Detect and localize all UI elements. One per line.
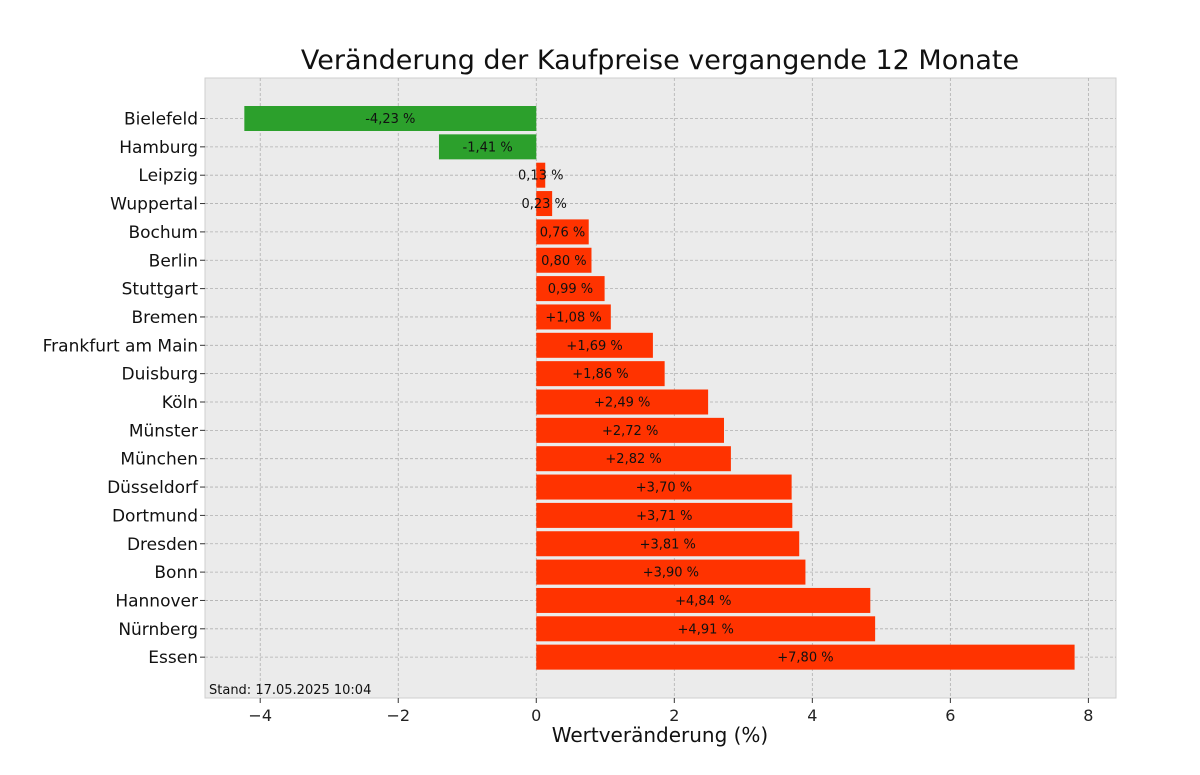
y-tick-label: Düsseldorf xyxy=(107,478,199,498)
y-tick-label: München xyxy=(120,450,198,470)
bar xyxy=(536,276,605,302)
y-tick-label: Münster xyxy=(129,421,198,441)
y-tick-label: Essen xyxy=(148,648,198,668)
chart-title: Veränderung der Kaufpreise vergangende 1… xyxy=(301,45,1019,76)
bar-value-label: +4,84 % xyxy=(675,594,731,609)
x-tick-label: 0 xyxy=(531,706,541,725)
bars xyxy=(244,106,1075,670)
y-tick-label: Frankfurt am Main xyxy=(43,336,198,356)
bar-value-label: +3,70 % xyxy=(636,481,692,496)
bar-value-label: +2,82 % xyxy=(605,452,661,467)
x-axis-title: Wertveränderung (%) xyxy=(552,723,769,747)
bar xyxy=(536,219,589,245)
x-tick-label: −4 xyxy=(248,706,272,725)
bar-value-label: +1,08 % xyxy=(545,310,601,325)
y-tick-label: Dortmund xyxy=(112,506,198,526)
bar xyxy=(536,531,800,557)
bar xyxy=(536,587,871,613)
bar-value-label: -1,41 % xyxy=(463,140,513,155)
bar xyxy=(536,247,592,273)
bar-value-label: +3,81 % xyxy=(640,537,696,552)
bar-value-label: +4,91 % xyxy=(678,622,734,637)
x-tick-label: 2 xyxy=(669,706,679,725)
bar xyxy=(536,304,611,330)
y-tick-label: Stuttgart xyxy=(122,280,199,300)
x-tick-label: 8 xyxy=(1083,706,1093,725)
y-tick-label: Köln xyxy=(162,393,198,413)
bar xyxy=(536,559,806,585)
x-tick-label: 6 xyxy=(945,706,955,725)
bar xyxy=(438,134,537,160)
x-tick-label: −2 xyxy=(386,706,410,725)
y-tick-label: Bochum xyxy=(128,223,198,243)
bar-value-label: 0,76 % xyxy=(540,225,585,240)
bar xyxy=(536,417,724,443)
bar-value-label: 0,99 % xyxy=(548,282,593,297)
y-axis-labels: Bielefeld Hamburg Leipzig Wuppertal Bochum Be… xyxy=(43,110,205,668)
y-tick-label: Hamburg xyxy=(119,138,198,158)
bar xyxy=(244,106,537,131)
bar-value-label: -4,23 % xyxy=(365,112,415,127)
y-tick-label: Duisburg xyxy=(122,365,199,385)
bar-value-label: +3,90 % xyxy=(643,566,699,581)
bar xyxy=(536,162,546,188)
bar-value-label: 0,13 % xyxy=(518,169,563,184)
bar-value-label: +1,69 % xyxy=(566,339,622,354)
y-tick-label: Dresden xyxy=(127,535,198,555)
y-tick-label: Bielefeld xyxy=(124,110,198,130)
y-tick-label: Wuppertal xyxy=(110,195,198,215)
x-tick-label: 4 xyxy=(807,706,817,725)
bar-value-label: +2,72 % xyxy=(602,424,658,439)
bar xyxy=(536,474,792,500)
bar xyxy=(536,616,876,642)
bar-value-label: 0,80 % xyxy=(541,254,586,269)
bar-value-label: +3,71 % xyxy=(636,509,692,524)
y-tick-label: Hannover xyxy=(115,591,198,611)
bar xyxy=(536,502,793,528)
timestamp-note: Stand: 17.05.2025 10:04 xyxy=(209,683,371,698)
y-tick-label: Bonn xyxy=(154,563,198,583)
bar-value-label: 0,23 % xyxy=(521,197,566,212)
y-tick-label: Berlin xyxy=(149,251,198,271)
bar xyxy=(536,361,665,387)
y-tick-label: Bremen xyxy=(131,308,198,328)
bar xyxy=(536,332,653,358)
x-axis-ticks: −4 −2 0 2 4 6 8 xyxy=(248,698,1093,725)
bar xyxy=(536,389,709,415)
y-tick-label: Leipzig xyxy=(138,166,198,186)
bar-labels: -4,23 % -1,41 % 0,13 % 0,23 % 0,76 % 0,80 % 0,… xyxy=(365,112,833,666)
bar-value-label: +2,49 % xyxy=(594,396,650,411)
bar-value-label: +7,80 % xyxy=(777,651,833,666)
bar xyxy=(536,191,553,217)
bar-value-label: +1,86 % xyxy=(572,367,628,382)
bar xyxy=(536,446,731,472)
bar xyxy=(536,644,1075,670)
y-tick-label: Nürnberg xyxy=(118,620,198,640)
